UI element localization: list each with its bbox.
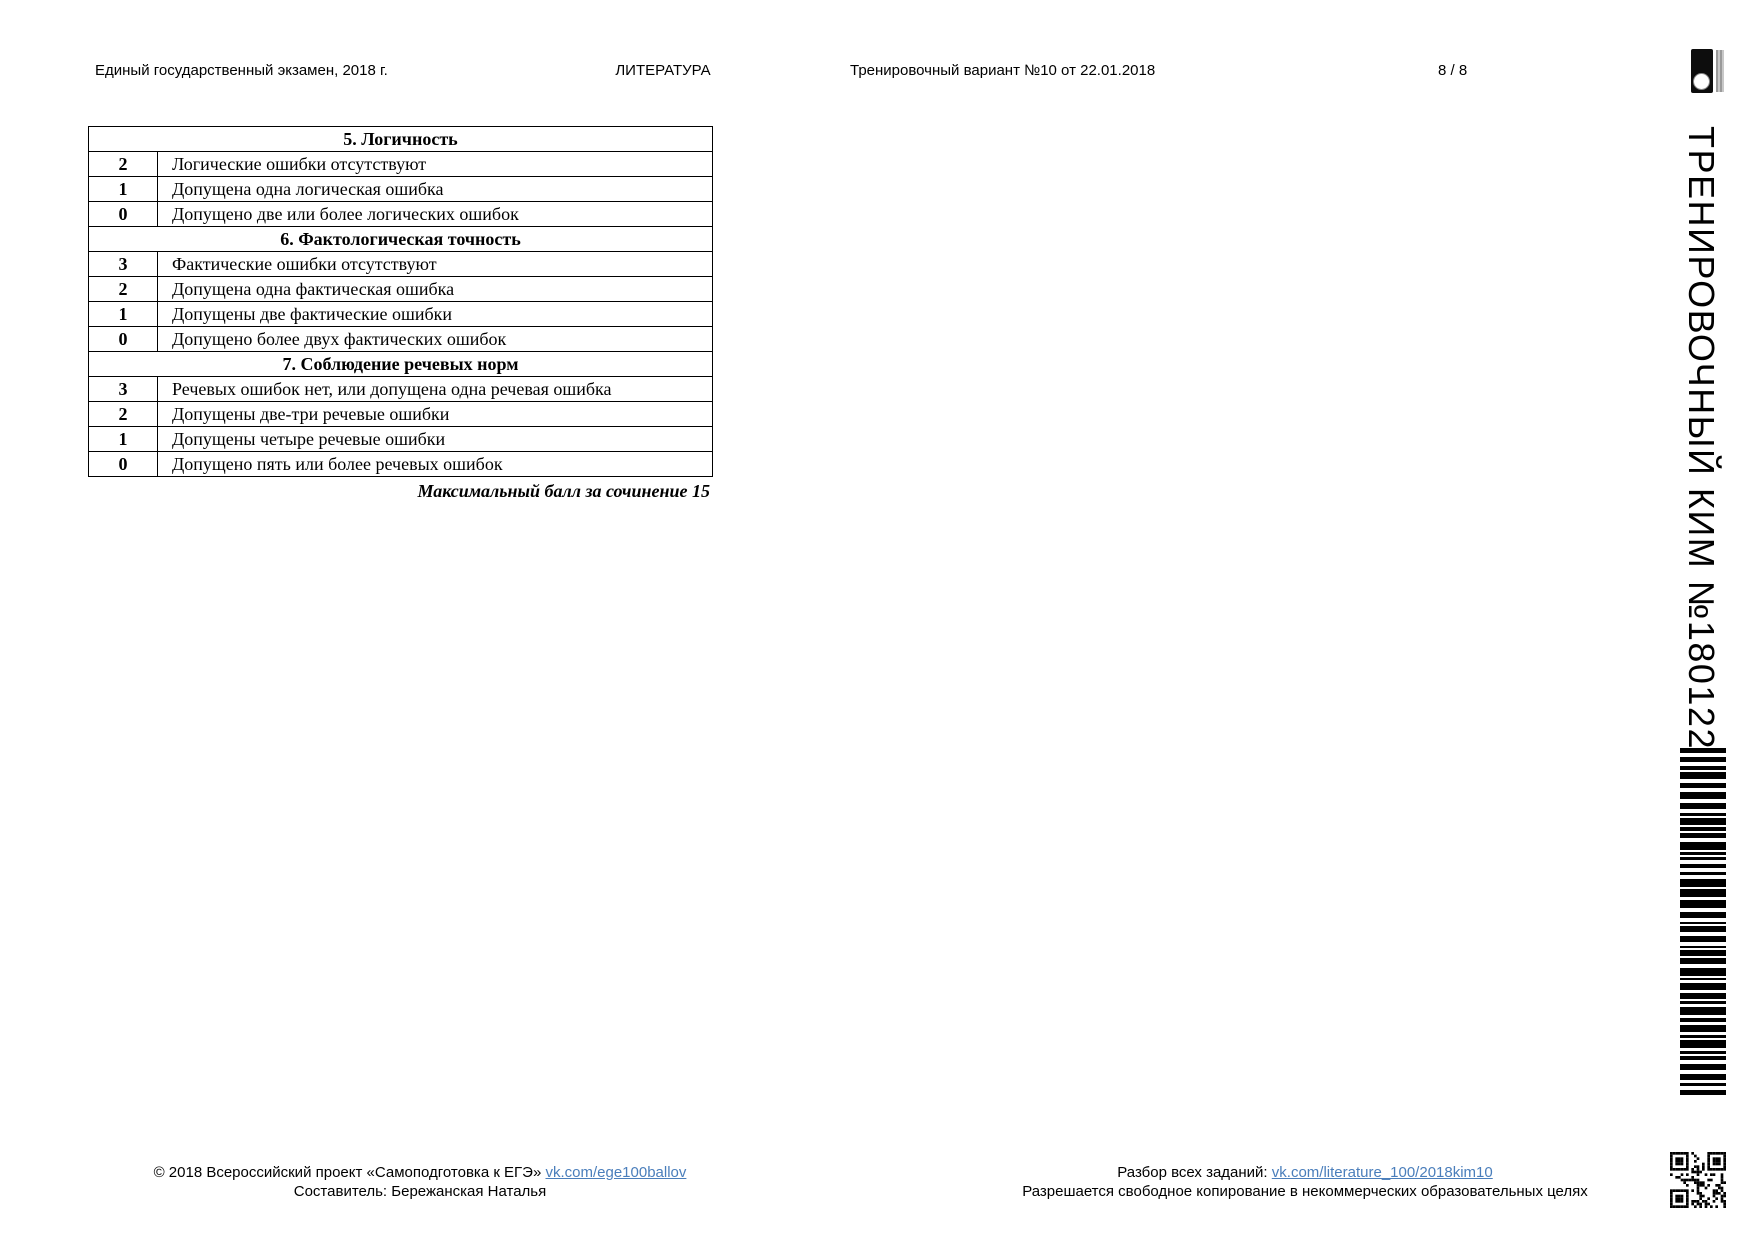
criteria-score-cell: 2 <box>88 276 158 302</box>
criteria-row: 3 Фактические ошибки отсутствуют <box>88 251 713 277</box>
max-score-caption: Максимальный балл за сочинение 15 <box>417 481 710 501</box>
footer-right: Разбор всех заданий: vk.com/literature_1… <box>1010 1163 1600 1201</box>
criteria-score-cell: 3 <box>88 376 158 402</box>
criteria-text-cell: Логические ошибки отсутствуют <box>157 151 713 177</box>
criteria-row: 0 Допущено более двух фактических ошибок <box>88 326 713 352</box>
footer-author: Составитель: Бережанская Наталья <box>293 1183 547 1200</box>
subject-title: ЛИТЕРАТУРА <box>615 62 711 79</box>
variant-title: Тренировочный вариант №10 от 22.01.2018 <box>850 62 1156 79</box>
criteria-text-cell: Речевых ошибок нет, или допущена одна ре… <box>157 376 713 402</box>
copyright-text: © 2018 Всероссийский проект «Самоподгото… <box>153 1164 546 1181</box>
criteria-text-cell: Допущены две фактические ошибки <box>157 301 713 327</box>
criteria-score-cell: 1 <box>88 426 158 452</box>
solutions-text: Разбор всех заданий: <box>1117 1164 1272 1181</box>
criteria-text-cell: Допущена одна логическая ошибка <box>157 176 713 202</box>
ege100ballov-link[interactable]: vk.com/ege100ballov <box>545 1164 687 1181</box>
criteria-score-cell: 2 <box>88 401 158 427</box>
criteria-section-title: 5. Логичность <box>88 126 713 152</box>
exam-title: Единый государственный экзамен, 2018 г. <box>95 62 388 79</box>
criteria-score-cell: 1 <box>88 301 158 327</box>
criteria-section-header-row: 7. Соблюдение речевых норм <box>88 351 713 377</box>
criteria-section-title: 6. Фактологическая точность <box>88 226 713 252</box>
criteria-text-cell: Допущена одна фактическая ошибка <box>157 276 713 302</box>
criteria-text-cell: Допущены две-три речевые ошибки <box>157 401 713 427</box>
footer-left: © 2018 Всероссийский проект «Самоподгото… <box>100 1163 740 1201</box>
criteria-text-cell: Допущено пять или более речевых ошибок <box>157 451 713 477</box>
project-logo-icon <box>1691 49 1725 94</box>
footer-left-line1: © 2018 Всероссийский проект «Самоподгото… <box>100 1163 740 1182</box>
criteria-score-cell: 1 <box>88 176 158 202</box>
page-number: 8 / 8 <box>1438 62 1468 79</box>
criteria-row: 2 Допущены две-три речевые ошибки <box>88 401 713 427</box>
criteria-row: 0 Допущено две или более логических ошибо… <box>88 201 713 227</box>
criteria-section-title: 7. Соблюдение речевых норм <box>88 351 713 377</box>
solutions-link[interactable]: vk.com/literature_100/2018kim10 <box>1271 1164 1493 1181</box>
criteria-row: 1 Допущены две фактические ошибки <box>88 301 713 327</box>
criteria-text-cell: Фактические ошибки отсутствуют <box>157 251 713 277</box>
criteria-row: 2 Допущена одна фактическая ошибка <box>88 276 713 302</box>
logo-circle <box>1693 73 1710 90</box>
footer-license: Разрешается свободное копирование в неко… <box>1022 1183 1588 1200</box>
criteria-text-cell: Допущены четыре речевые ошибки <box>157 426 713 452</box>
criteria-row: 3 Речевых ошибок нет, или допущена одна р… <box>88 376 713 402</box>
criteria-score-cell: 0 <box>88 451 158 477</box>
criteria-text-cell: Допущено более двух фактических ошибок <box>157 326 713 352</box>
kim-vertical-label: ТРЕНИРОВОЧНЫЙ КИМ №180122 <box>1681 126 1722 750</box>
criteria-score-cell: 0 <box>88 326 158 352</box>
criteria-text-cell: Допущено две или более логических ошибок <box>157 201 713 227</box>
criteria-row: 1 Допущены четыре речевые ошибки <box>88 426 713 452</box>
criteria-row: 2 Логические ошибки отсутствуют <box>88 151 713 177</box>
criteria-score-cell: 2 <box>88 151 158 177</box>
criteria-table: 5. Логичность 2 Логические ошибки отсутств… <box>88 126 713 477</box>
criteria-row: 1 Допущена одна логическая ошибка <box>88 176 713 202</box>
logo-stripe <box>1716 50 1724 92</box>
criteria-score-cell: 0 <box>88 201 158 227</box>
criteria-score-cell: 3 <box>88 251 158 277</box>
criteria-row: 0 Допущено пять или более речевых ошибок <box>88 451 713 477</box>
criteria-section-header-row: 5. Логичность <box>88 126 713 152</box>
footer-right-line1: Разбор всех заданий: vk.com/literature_1… <box>1010 1163 1600 1182</box>
criteria-section-header-row: 6. Фактологическая точность <box>88 226 713 252</box>
barcode <box>1680 748 1726 1095</box>
qr-code <box>1670 1152 1726 1208</box>
